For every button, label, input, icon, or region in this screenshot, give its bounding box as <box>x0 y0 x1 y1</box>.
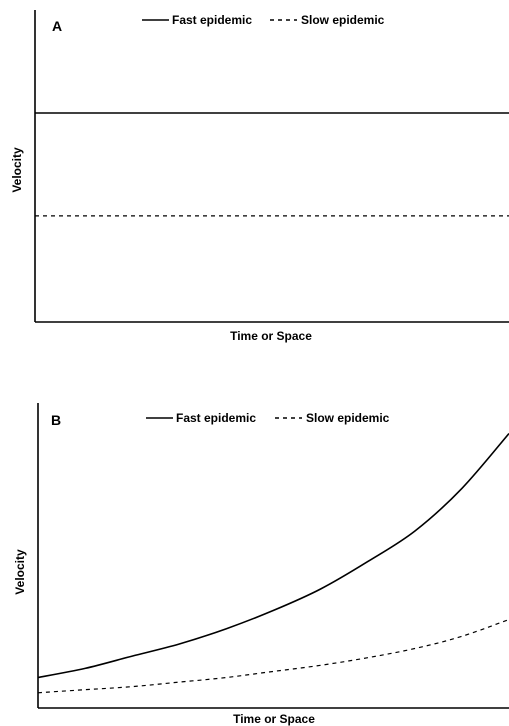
panel-b-legend-slow-label: Slow epidemic <box>306 411 390 425</box>
panel-b-series-slow-line <box>37 618 509 694</box>
panel-a-legend-fast-label: Fast epidemic <box>172 13 252 27</box>
panel-b-legend-fast-label: Fast epidemic <box>176 411 256 425</box>
panel-b-letter: B <box>51 412 61 428</box>
panel-b: B Fast epidemic Slow epidemic Time or Sp… <box>13 403 509 726</box>
panel-b-series-fast-line <box>37 432 509 679</box>
panel-a-x-axis-label: Time or Space <box>230 329 312 343</box>
panel-a: A Fast epidemic Slow epidemic Time or Sp… <box>10 10 509 343</box>
panel-a-y-axis-label: Velocity <box>10 147 24 193</box>
panel-b-y-axis-label: Velocity <box>13 549 27 595</box>
panel-a-letter: A <box>52 18 62 34</box>
panel-b-x-axis-label: Time or Space <box>233 712 315 726</box>
panel-a-legend-slow-label: Slow epidemic <box>301 13 385 27</box>
